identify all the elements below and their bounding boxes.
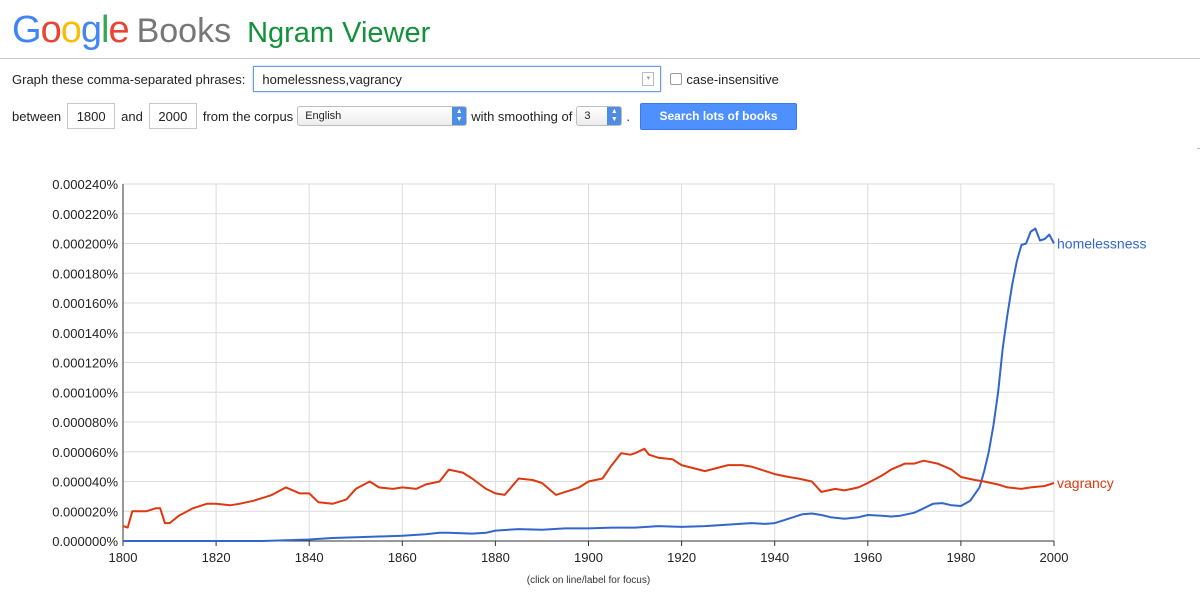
chart-footnote: (click on line/label for focus) xyxy=(527,575,650,586)
corpus-select[interactable]: English ▲ ▼ xyxy=(297,106,468,126)
case-insensitive-checkbox[interactable] xyxy=(670,73,683,85)
y-tick-label: 0.000100% xyxy=(52,385,118,400)
smoothing-value: 3 xyxy=(584,110,591,122)
x-tick-label: 1860 xyxy=(388,550,417,565)
y-tick-label: 0.000240% xyxy=(52,177,118,192)
x-tick-label: 1940 xyxy=(760,550,789,565)
y-tick-label: 0.000000% xyxy=(52,534,118,549)
case-insensitive-label[interactable]: case-insensitive xyxy=(686,71,779,87)
logo-letter: G xyxy=(12,9,42,51)
y-tick-label: 0.000020% xyxy=(52,504,118,519)
x-tick-label: 1900 xyxy=(574,550,603,565)
x-tick-label: 1840 xyxy=(295,550,324,565)
x-tick-label: 1960 xyxy=(853,550,882,565)
logo-letter: g xyxy=(80,9,102,51)
google-logo[interactable]: Google xyxy=(12,6,130,54)
y-tick-label: 0.000040% xyxy=(52,475,118,490)
series-label-homelessness[interactable]: homelessness xyxy=(1057,236,1147,252)
site-header: Google Books Ngram Viewer xyxy=(12,6,430,54)
x-tick-label: 1980 xyxy=(946,550,975,565)
smoothing-select[interactable]: 3 ▲ ▼ xyxy=(576,106,623,126)
options-row: between 1800 and 2000 from the corpus En… xyxy=(12,102,797,130)
y-tick-label: 0.000180% xyxy=(52,266,118,281)
start-year-input[interactable]: 1800 xyxy=(67,103,116,129)
edge-mark xyxy=(1197,148,1200,149)
select-arrows-icon: ▲ ▼ xyxy=(452,107,467,125)
x-tick-label: 1920 xyxy=(667,550,696,565)
period: . xyxy=(626,108,630,124)
smoothing-label: with smoothing of xyxy=(471,108,573,124)
ngram-chart[interactable]: 0.000000% 0.000020% 0.000040% 0.000060% 0.00… xyxy=(0,165,1200,595)
series-line-vagrancy[interactable] xyxy=(122,447,1055,529)
page-title[interactable]: Ngram Viewer xyxy=(247,17,431,49)
search-button[interactable]: Search lots of books xyxy=(639,102,797,130)
corpus-label: from the corpus xyxy=(202,108,294,124)
x-tick-label: 1880 xyxy=(481,550,510,565)
query-row: Graph these comma-separated phrases: hom… xyxy=(12,64,779,94)
start-year-value: 1800 xyxy=(76,108,106,124)
header-divider xyxy=(0,58,1200,59)
graph-label: Graph these comma-separated phrases: xyxy=(12,71,246,87)
between-label: between xyxy=(12,108,62,124)
and-label: and xyxy=(121,108,143,124)
x-tick-label: 1820 xyxy=(202,550,231,565)
corpus-value: English xyxy=(305,110,342,122)
y-tick-label: 0.000160% xyxy=(52,296,118,311)
query-history-dropdown-icon[interactable]: ▾ xyxy=(642,72,655,86)
y-tick-label: 0.000140% xyxy=(52,326,118,341)
logo-letter: o xyxy=(60,9,82,51)
logo-letter: e xyxy=(108,9,129,51)
series-label-vagrancy[interactable]: vagrancy xyxy=(1057,475,1114,491)
query-input[interactable]: homelessness,vagrancy ▾ xyxy=(253,66,662,92)
logo-letter: l xyxy=(100,9,110,51)
logo-letter: o xyxy=(40,9,62,51)
select-arrows-icon: ▲ ▼ xyxy=(607,107,622,125)
y-tick-label: 0.000060% xyxy=(52,445,118,460)
y-tick-label: 0.000220% xyxy=(52,207,118,222)
y-tick-label: 0.000080% xyxy=(52,415,118,430)
query-value: homelessness,vagrancy xyxy=(262,71,402,87)
y-tick-label: 0.000200% xyxy=(52,237,118,252)
series-line-homelessness[interactable] xyxy=(123,227,1055,542)
end-year-value: 2000 xyxy=(158,108,188,124)
x-tick-label: 1800 xyxy=(109,550,138,565)
end-year-input[interactable]: 2000 xyxy=(148,103,197,129)
x-tick-label: 2000 xyxy=(1040,550,1069,565)
y-tick-label: 0.000120% xyxy=(52,356,118,371)
books-label: Books xyxy=(136,12,232,50)
